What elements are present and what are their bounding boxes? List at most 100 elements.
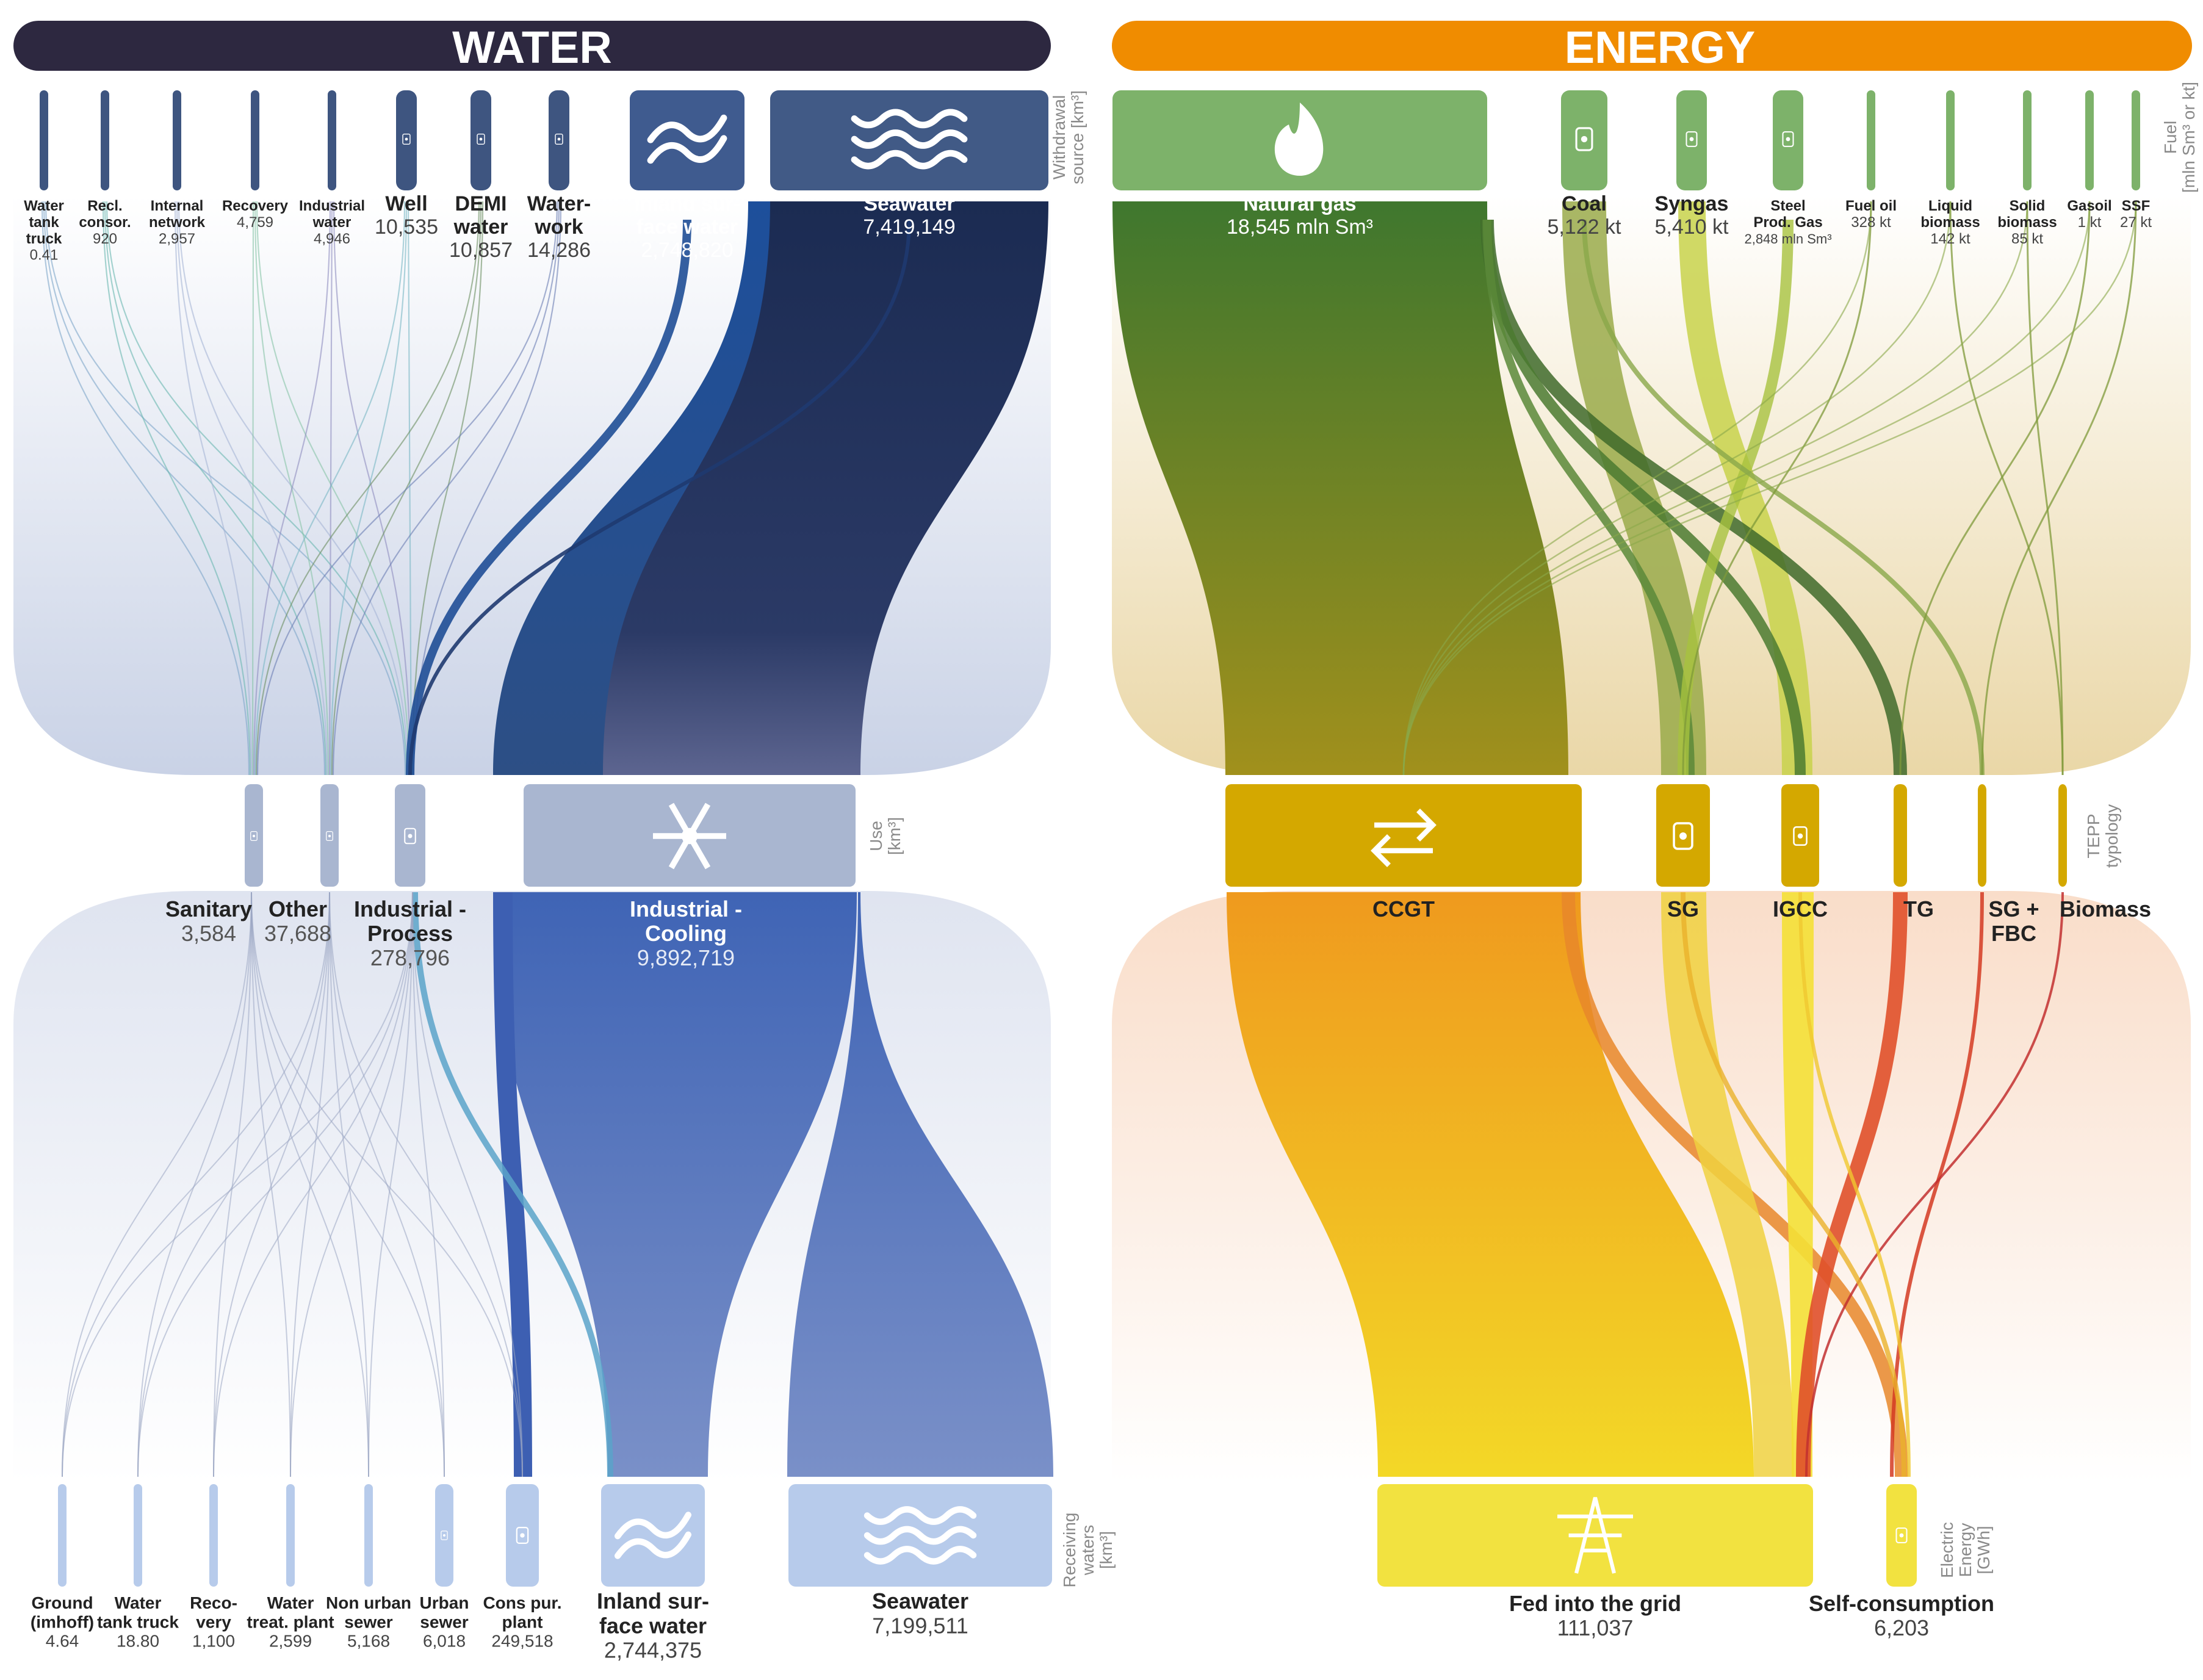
energy-flow-igcc-to-grid [1782,892,1814,1477]
energy-fuel-value: 27 kt [2120,214,2152,231]
pipe-icon [404,827,416,845]
water-flow-cooling-to-sea [787,892,1053,1477]
water-receiving-node [209,1484,218,1587]
energy-output-label: Fed into the grid [1509,1591,1681,1616]
glyph-dot [1797,833,1803,839]
water-use-label: Industrial -Cooling [630,896,742,946]
energy-fuel-node [1867,90,1875,190]
water-thin-return-flow [137,892,330,1477]
water-receiving-value: 5,168 [347,1632,390,1651]
glyph-outline [1575,127,1593,151]
energy-flow-natgas-to-igcc [1482,219,1806,776]
water-receiving-label: Cons pur. plant [483,1593,561,1631]
water-receiving-label: Urban sewer [420,1593,469,1631]
water-source-value: 920 [93,231,117,247]
energy-fuel-label: SSF [2122,198,2151,214]
water-receiving-side-label: Receivingwaters[km³] [1060,1513,1116,1588]
water-receiving-node [364,1484,373,1587]
sewer-icon [441,1530,448,1540]
energy-fuel-label: Syngas [1655,192,1729,215]
glyph-outline [1782,131,1794,147]
water-use-label: Other [269,896,327,921]
water-thin-return-flow [329,892,523,1477]
water-header: WATER [13,21,1051,73]
water-receiving-node [134,1484,142,1587]
coal-icon [1575,127,1593,151]
energy-tepp-node [1225,784,1582,887]
water-thin-return-flow [62,892,413,1477]
water-thin-return-flow [251,892,369,1477]
energy-fuel-label: Gasoil [2067,198,2111,214]
water-source-value: 0.41 [30,247,59,264]
water-thin-return-flow [368,892,413,1477]
glyph-outline [516,1527,529,1544]
water-source-label: Internal network [149,198,206,231]
water-source-node [173,90,181,190]
glyph-outline [1673,822,1693,850]
water-thin-return-flow [251,892,523,1477]
energy-flow-sg-to-grid [1661,892,1794,1477]
water-thin-return-flow [412,892,445,1477]
water-thin-return-flow [412,892,523,1477]
glyph-outline [1793,826,1808,846]
flame-icon [1274,103,1324,176]
water-source-label: Seawater [864,192,954,215]
wave-icon [647,114,727,164]
water-thin-return-flow [251,892,445,1477]
water-thin-return-flow [62,892,330,1477]
glyph-dot [1786,137,1790,142]
water-thin-flow [333,201,411,776]
water-source-value: 10,857 [449,239,513,262]
plant-icon [516,1527,529,1544]
water-source-value: 7,419,149 [863,215,955,239]
energy-fuel-value: 18,545 mln Sm³ [1227,215,1373,239]
water-thin-flow [45,201,406,776]
energy-fuel-value: 328 kt [1851,214,1891,231]
water-flow-inland-to-process [406,219,691,776]
water-source-value: 10,535 [375,215,438,239]
energy-flow-coal-to-sgfbc [1582,219,1985,776]
snowflake-icon [653,802,726,870]
energy-fuel-value: 2,848 mln Sm³ [1744,231,1831,247]
water-thin-return-flow [329,892,369,1477]
water-withdrawal-side-label: Withdrawalsource [km³] [1050,90,1087,184]
water-receiving-node [58,1484,67,1587]
waterworks-icon [555,133,563,145]
water-header-bar [13,21,1051,71]
wave-line [851,109,968,129]
water-thin-return-flow [62,892,252,1477]
energy-thin-fuel-flow [2026,201,2064,776]
water-source-value: 14,286 [527,239,591,262]
water-use-label: Sanitary [165,896,252,921]
energy-flow-ccgt-to-grid [1227,892,1754,1477]
glyph-outline [402,133,411,145]
wave-line [864,1506,977,1525]
energy-fuel-value: 5,122 kt [1548,215,1622,239]
water-receiving-value: 2,599 [269,1632,312,1651]
energy-thin-fuel-flow [1402,201,1952,776]
water-thin-flow [178,201,409,776]
water-thin-flow [255,201,480,776]
water-thin-flow [253,201,331,776]
energy-output-value: 111,037 [1557,1615,1634,1640]
energy-fuel-side-label: Fuel[mln Sm³ or kt] [2161,82,2198,193]
water-flow-sea-to-cooling [603,201,1048,775]
water-source-node [630,90,745,190]
water-use-value: 278,796 [370,945,450,970]
energy-flow-biomass-to-grid [1805,892,2064,1477]
pylon-icon [1557,1497,1633,1574]
wave-line [647,135,727,164]
water-source-label: Water tank truck [24,198,64,247]
water-use-value: 9,892,719 [637,945,735,970]
energy-thin-fuel-flow [1682,201,1872,776]
energy-fuel-node [2085,90,2094,190]
plug-icon [1895,1527,1908,1543]
water-receiving-node [601,1484,705,1587]
glyph-dot [557,137,561,141]
water-source-label: Water-work [527,192,591,239]
glyph-dot [405,137,408,141]
water-receiving-value: 18.80 [117,1632,159,1651]
water-source-label: Recl. consor. [79,198,131,231]
